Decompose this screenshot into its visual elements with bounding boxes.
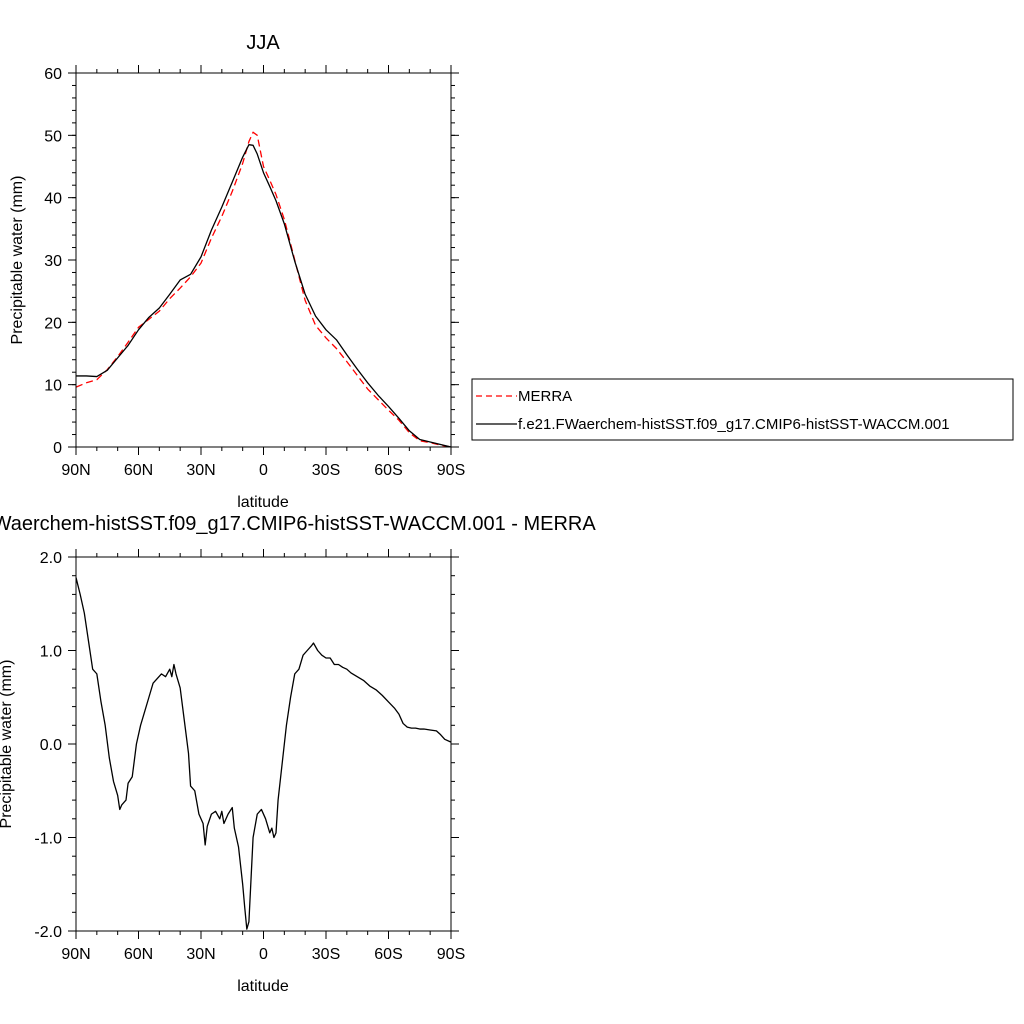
bottom-panel: f.e21.FWaerchem-histSST.f09_g17.CMIP6-hi… [0,513,596,995]
top-x-tick-label: 90N [61,462,90,479]
top-y-tick-label: 0 [53,440,62,457]
bottom-x-tick-label: 90N [61,946,90,963]
bottom-series-line-model [75,577,452,930]
top-x-tick-label: 0 [259,462,268,479]
top-y-tick-label: 10 [44,378,62,395]
top-y-axis-label: Precipitable water (mm) [9,176,26,345]
top-ticks: 90N 60N 30N 0 30S 60S 90S 0 10 20 30 40 50 60 [44,65,465,479]
top-x-axis-label: latitude [237,494,289,511]
bottom-x-tick-label: 30N [186,946,215,963]
bottom-plot-frame [75,556,452,932]
bottom-y-tick-label: -2.0 [34,924,62,941]
top-y-tick-label: 40 [44,191,62,208]
bottom-x-tick-label: 60N [124,946,153,963]
legend-box [471,378,1014,441]
legend-label-merra: MERRA [518,388,572,405]
top-y-tick-label: 50 [44,128,62,145]
top-series-line-merra [75,131,452,448]
top-series-line-model [76,144,452,448]
top-x-tick-label: 30S [312,462,340,479]
bottom-x-tick-label: 0 [259,946,268,963]
top-plot-content [75,131,452,448]
bottom-y-tick-label: -1.0 [34,831,62,848]
bottom-ticks: 90N 60N 30N 0 30S 60S 90S -2.0 -1.0 0.0 1.0 2.0 [34,549,465,963]
top-y-tick-label: 30 [44,253,62,270]
bottom-x-tick-label: 90S [437,946,465,963]
bottom-x-tick-label: 60S [374,946,402,963]
bottom-x-tick-label: 30S [312,946,340,963]
top-x-tick-label: 30N [186,462,215,479]
top-panel: JJA 90N 60N 30N 0 30S 60S 90S 0 10 20 30 40 50 60 lat… [9,32,465,511]
bottom-y-axis-label: Precipitable water (mm) [0,660,15,829]
top-x-tick-label: 60N [124,462,153,479]
top-panel-title: JJA [246,32,280,54]
top-y-tick-label: 60 [44,66,62,83]
legend: MERRA f.e21.FWaerchem-histSST.f09_g17.CM… [471,378,1014,441]
legend-label-model: f.e21.FWaerchem-histSST.f09_g17.CMIP6-hi… [518,416,950,433]
top-plot-frame [75,72,452,448]
top-y-tick-label: 20 [44,315,62,332]
bottom-y-tick-label: 1.0 [40,644,62,661]
bottom-plot-content [75,577,452,930]
top-x-tick-label: 90S [437,462,465,479]
bottom-y-tick-label: 2.0 [40,550,62,567]
bottom-panel-title: f.e21.FWaerchem-histSST.f09_g17.CMIP6-hi… [0,513,596,535]
bottom-x-axis-label: latitude [237,978,289,995]
bottom-y-tick-label: 0.0 [40,737,62,754]
top-x-tick-label: 60S [374,462,402,479]
